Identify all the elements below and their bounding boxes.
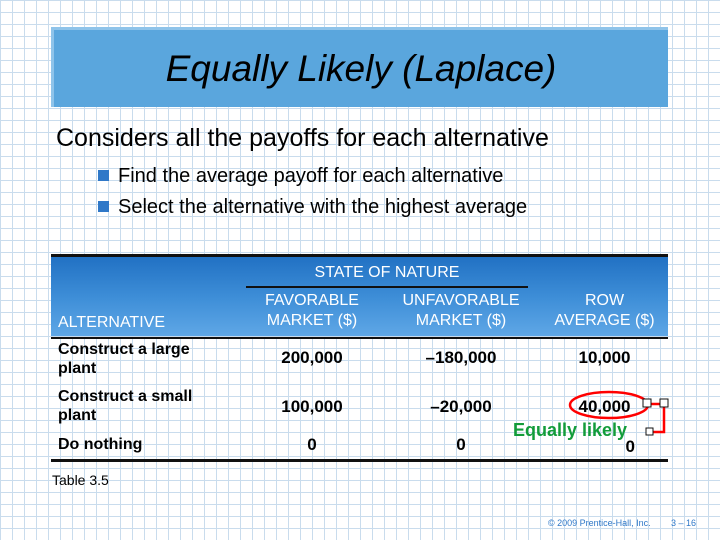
state-of-nature-header: STATE OF NATURE	[314, 264, 460, 281]
square-bullet-icon	[98, 170, 109, 181]
row-label-line2: plant	[58, 360, 97, 377]
title-box: Equally Likely (Laplace)	[51, 27, 668, 107]
table-row-label: Construct a small plant	[58, 387, 192, 425]
annotation-bracket	[648, 402, 666, 434]
row-average-value: 0	[625, 437, 635, 456]
table-row-label: Do nothing	[58, 435, 142, 454]
favorable-header-line1: FAVORABLE	[265, 292, 359, 309]
table-top-rule	[51, 254, 668, 257]
square-bullet-icon	[98, 201, 109, 212]
row-average-header-line1: ROW	[584, 292, 625, 309]
highlight-circle	[568, 390, 650, 420]
unfavorable-header: UNFAVORABLE MARKET ($)	[386, 291, 536, 331]
favorable-value: 100,000	[281, 397, 343, 416]
main-point: Considers all the payoffs for each alter…	[56, 124, 549, 152]
bullet-item-1: Find the average payoff for each alterna…	[98, 165, 503, 188]
selection-handle	[645, 427, 654, 436]
footer-page-number: 3 – 16	[671, 518, 697, 528]
slide-title: Equally Likely (Laplace)	[165, 47, 557, 89]
favorable-header: FAVORABLE MARKET ($)	[246, 291, 378, 331]
alternative-header: ALTERNATIVE	[58, 314, 165, 331]
unfavorable-value: –20,000	[430, 397, 492, 416]
selection-handle	[642, 398, 652, 408]
bullet-text-1: Find the average payoff for each alterna…	[118, 165, 504, 187]
row-label-line1: Construct a small	[58, 388, 193, 405]
row-label-line2: plant	[58, 407, 97, 424]
bullet-text-2: Select the alternative with the highest …	[118, 196, 528, 218]
table-bottom-rule	[51, 459, 668, 462]
bullet-item-2: Select the alternative with the highest …	[98, 196, 527, 219]
unfavorable-value: –180,000	[425, 348, 497, 367]
unfavorable-value: 0	[456, 435, 466, 454]
selection-handle	[659, 398, 669, 408]
favorable-value: 0	[307, 435, 317, 454]
unfavorable-header-line1: UNFAVORABLE	[402, 292, 520, 309]
table-header-background	[51, 254, 668, 336]
favorable-header-line2: MARKET ($)	[266, 312, 358, 329]
favorable-value: 200,000	[281, 348, 343, 367]
table-header-rule	[51, 337, 668, 339]
payoff-table: STATE OF NATURE ALTERNATIVE FAVORABLE MA…	[51, 254, 668, 463]
row-average-value: 40,000	[578, 397, 631, 416]
footer-copyright: © 2009 Prentice-Hall, Inc.	[548, 518, 651, 528]
row-average-header-line2: AVERAGE ($)	[554, 312, 655, 329]
row-label-line1: Do nothing	[58, 436, 143, 453]
row-average-value: 10,000	[578, 348, 631, 367]
state-of-nature-rule	[246, 286, 528, 288]
row-average-header: ROW AVERAGE ($)	[541, 291, 668, 331]
unfavorable-header-line2: MARKET ($)	[415, 312, 507, 329]
row-label-line1: Construct a large	[58, 341, 190, 358]
table-caption: Table 3.5	[52, 472, 109, 488]
equally-likely-label: Equally likely	[513, 420, 628, 440]
table-row-label: Construct a large plant	[58, 340, 190, 378]
